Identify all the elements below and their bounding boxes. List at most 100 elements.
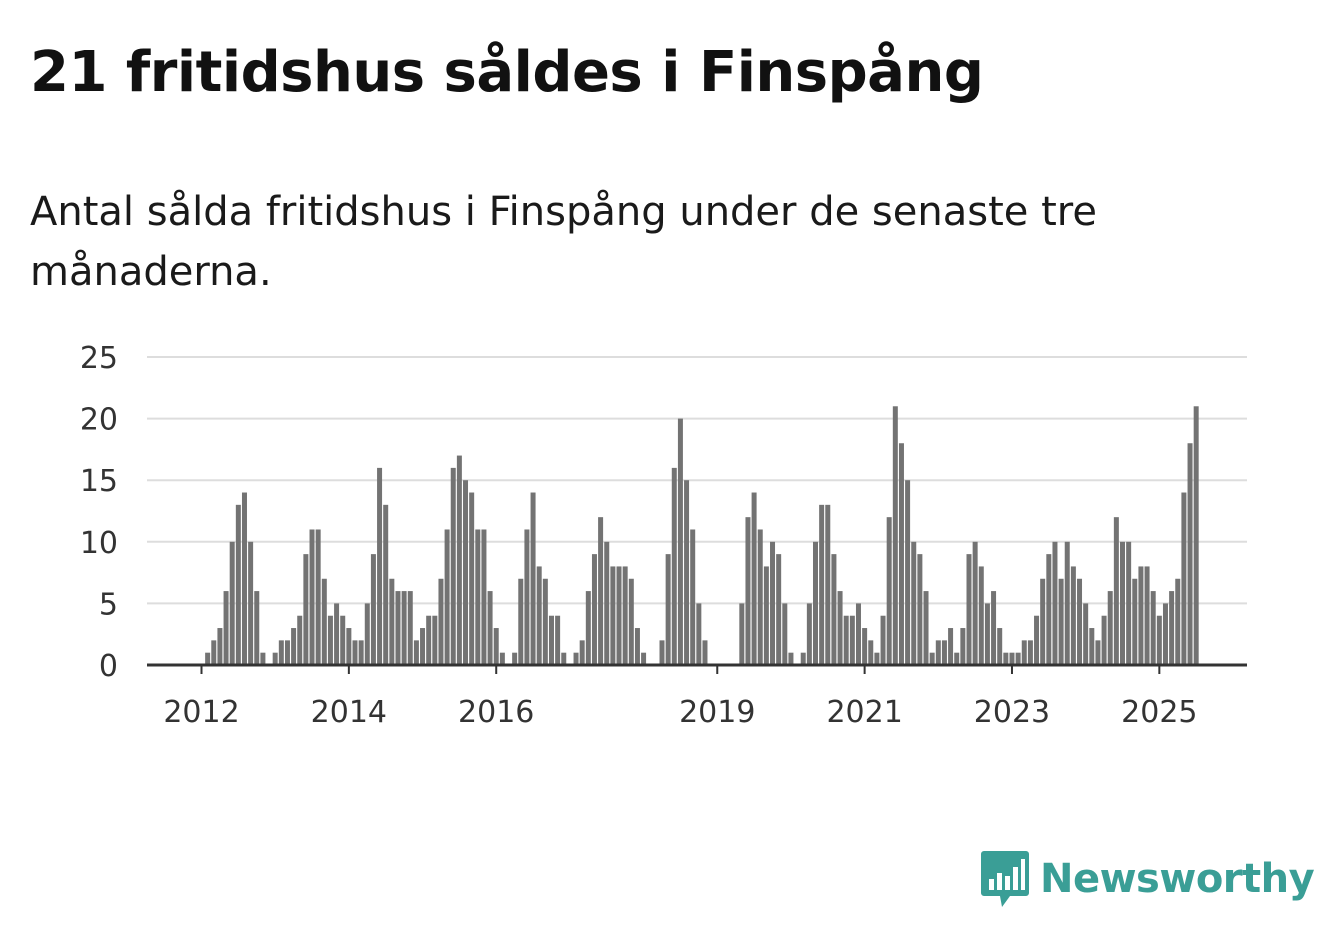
bar (499, 652, 505, 665)
bar (469, 492, 475, 665)
y-tick-label: 10 (80, 526, 118, 561)
chart-title: 21 fritidshus såldes i Finspång (30, 40, 984, 105)
bar (671, 467, 677, 665)
bar (456, 455, 462, 665)
bar (1101, 615, 1107, 665)
bar (1003, 652, 1009, 665)
bar (278, 640, 284, 665)
bar (327, 615, 333, 665)
bar (757, 529, 763, 665)
bar (978, 566, 984, 665)
bar (1162, 603, 1168, 665)
bar (831, 554, 837, 665)
gridlines (147, 356, 1247, 605)
x-tick-label: 2012 (163, 695, 239, 730)
bar (941, 640, 947, 665)
bar (659, 640, 665, 665)
bar (358, 640, 364, 665)
bar (763, 566, 769, 665)
bar (217, 628, 223, 665)
bar (248, 541, 254, 665)
bar (1052, 541, 1058, 665)
bar (751, 492, 757, 665)
bar (413, 640, 419, 665)
bar (1040, 578, 1046, 665)
bar (591, 554, 597, 665)
bar (1077, 578, 1083, 665)
bar (1175, 578, 1181, 665)
bar (536, 566, 542, 665)
bar (1132, 578, 1138, 665)
bar (745, 517, 751, 665)
bar (665, 554, 671, 665)
bar (284, 640, 290, 665)
bar (935, 640, 941, 665)
bar (389, 578, 395, 665)
bar (991, 591, 997, 665)
bar (849, 615, 855, 665)
bar (309, 529, 315, 665)
bar (1169, 591, 1175, 665)
bar (702, 640, 708, 665)
bar (291, 628, 297, 665)
bar (512, 652, 518, 665)
bar (911, 541, 917, 665)
bar (960, 628, 966, 665)
bar (205, 652, 211, 665)
bar (1113, 517, 1119, 665)
bar (770, 541, 776, 665)
bar (1046, 554, 1052, 665)
x-axis: 2012 2014 2016 2019 2021 2023 2025 (147, 663, 1247, 730)
bar (1095, 640, 1101, 665)
bar (370, 554, 376, 665)
newsworthy-logo-icon (981, 851, 1029, 907)
bar (1027, 640, 1033, 665)
bar (321, 578, 327, 665)
bar (260, 652, 266, 665)
bar (634, 628, 640, 665)
bar (1070, 566, 1076, 665)
bar (604, 541, 610, 665)
bar (997, 628, 1003, 665)
y-tick-label: 20 (80, 403, 118, 438)
x-tick-label: 2014 (311, 695, 387, 730)
bar (819, 504, 825, 665)
bar (739, 603, 745, 665)
bar (407, 591, 413, 665)
highlight-value-label: 21 (1192, 330, 1233, 338)
bar (628, 578, 634, 665)
bar (340, 615, 346, 665)
annotations: 21 (1192, 330, 1233, 338)
bar (315, 529, 321, 665)
bar (788, 652, 794, 665)
bar (813, 541, 818, 665)
bar (573, 652, 579, 665)
x-tick-label: 2021 (826, 695, 902, 730)
bar (1126, 541, 1132, 665)
bar (1058, 578, 1064, 665)
bar (1107, 591, 1113, 665)
newsworthy-logo: Newsworthy (980, 848, 1315, 910)
bar (1181, 492, 1187, 665)
bar (352, 640, 358, 665)
bar (1156, 615, 1162, 665)
bar (923, 591, 929, 665)
bars (205, 406, 1199, 665)
bar (420, 628, 426, 665)
bar (843, 615, 849, 665)
bar (241, 492, 247, 665)
bar (1138, 566, 1144, 665)
bar (334, 603, 340, 665)
bar (690, 529, 696, 665)
bar (800, 652, 806, 665)
bar (364, 603, 370, 665)
bar (272, 652, 278, 665)
bar (874, 652, 880, 665)
bar (481, 529, 487, 665)
bar (1193, 406, 1199, 665)
bar (254, 591, 260, 665)
bar (530, 492, 536, 665)
bar (487, 591, 493, 665)
bar (598, 517, 604, 665)
